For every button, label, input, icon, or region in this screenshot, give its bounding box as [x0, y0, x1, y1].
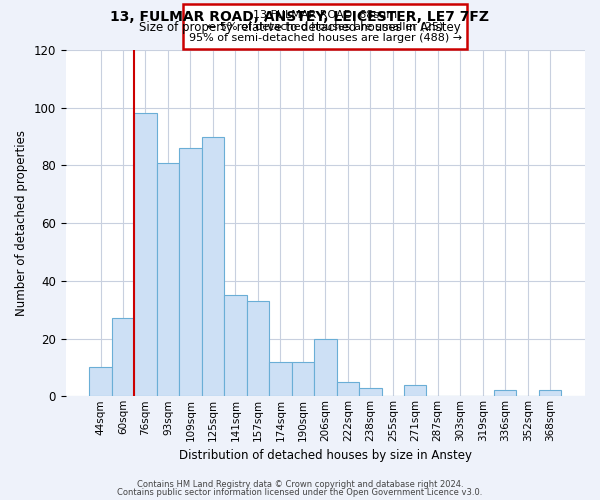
Bar — [134, 114, 157, 397]
Text: Size of property relative to detached houses in Anstey: Size of property relative to detached ho… — [139, 21, 461, 34]
Y-axis label: Number of detached properties: Number of detached properties — [15, 130, 28, 316]
Bar — [269, 362, 292, 396]
Text: Contains public sector information licensed under the Open Government Licence v3: Contains public sector information licen… — [118, 488, 482, 497]
Bar — [89, 368, 112, 396]
Bar — [202, 136, 224, 396]
Bar — [359, 388, 382, 396]
Bar — [247, 301, 269, 396]
Bar — [539, 390, 562, 396]
Bar — [112, 318, 134, 396]
Bar — [224, 296, 247, 396]
Bar — [337, 382, 359, 396]
Bar — [494, 390, 517, 396]
Text: 13 FULMAR ROAD: 68sqm
← 5% of detached houses are smaller (25)
95% of semi-detac: 13 FULMAR ROAD: 68sqm ← 5% of detached h… — [189, 10, 462, 43]
Bar — [404, 384, 427, 396]
Bar — [157, 162, 179, 396]
X-axis label: Distribution of detached houses by size in Anstey: Distribution of detached houses by size … — [179, 450, 472, 462]
Text: Contains HM Land Registry data © Crown copyright and database right 2024.: Contains HM Land Registry data © Crown c… — [137, 480, 463, 489]
Bar — [179, 148, 202, 396]
Text: 13, FULMAR ROAD, ANSTEY, LEICESTER, LE7 7FZ: 13, FULMAR ROAD, ANSTEY, LEICESTER, LE7 … — [110, 10, 490, 24]
Bar — [292, 362, 314, 396]
Bar — [314, 338, 337, 396]
